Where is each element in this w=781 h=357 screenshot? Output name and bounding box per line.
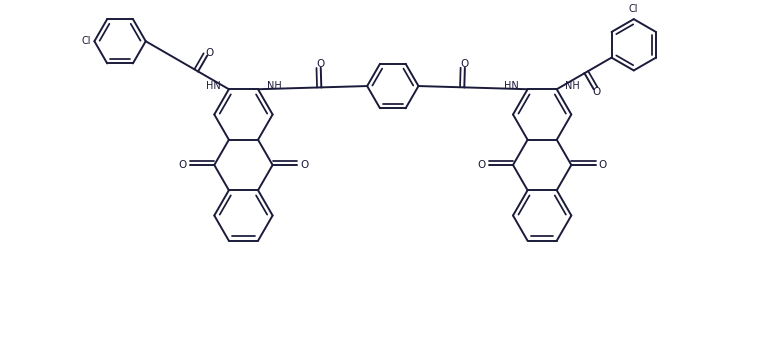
Text: NH: NH xyxy=(565,81,580,91)
Text: O: O xyxy=(592,87,600,97)
Text: O: O xyxy=(477,160,486,170)
Text: Cl: Cl xyxy=(82,36,91,46)
Text: HN: HN xyxy=(505,81,519,91)
Text: NH: NH xyxy=(266,81,281,91)
Text: Cl: Cl xyxy=(629,4,639,14)
Text: O: O xyxy=(599,160,607,170)
Text: O: O xyxy=(179,160,187,170)
Text: O: O xyxy=(205,48,214,58)
Text: HN: HN xyxy=(205,81,220,91)
Text: O: O xyxy=(461,59,469,69)
Text: O: O xyxy=(300,160,308,170)
Text: O: O xyxy=(316,59,325,69)
